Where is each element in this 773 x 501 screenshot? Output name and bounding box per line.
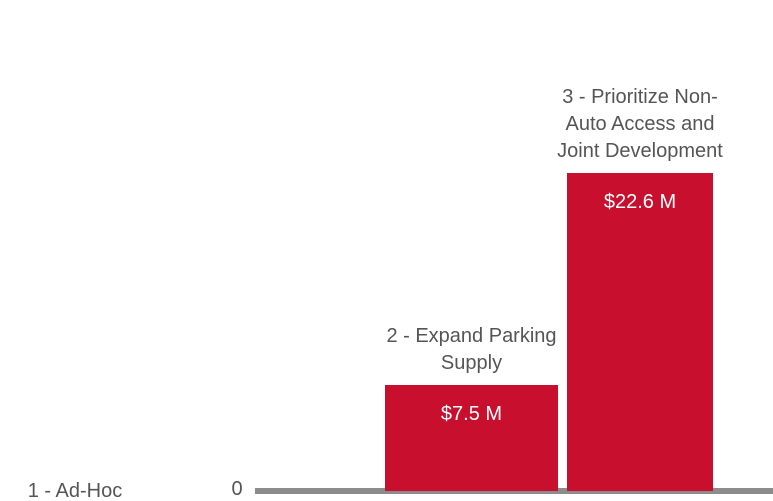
category-label: 2 - Expand Parking Supply <box>386 325 557 375</box>
category-label: 1 - Ad-Hoc <box>27 480 123 501</box>
value-label: $22.6 M <box>603 191 677 213</box>
value-label: $7.5 M <box>440 403 503 426</box>
baseline <box>255 488 773 494</box>
category-label: 3 - Prioritize Non-Auto Access and Joint… <box>557 86 723 162</box>
bar <box>567 173 713 491</box>
value-label: 0 <box>231 478 243 500</box>
bar <box>385 385 558 491</box>
